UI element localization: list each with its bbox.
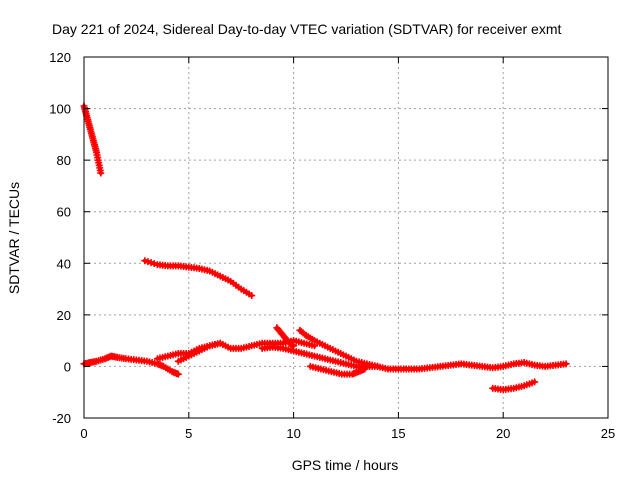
x-axis-label: GPS time / hours: [292, 457, 399, 473]
data-point-marker: [216, 339, 224, 347]
y-tick-label: 20: [57, 308, 71, 323]
series-arc-11: [489, 378, 539, 394]
data-point-marker: [290, 342, 298, 350]
y-tick-label: 40: [57, 256, 71, 271]
data-points: [80, 102, 570, 394]
y-tick-label: 0: [64, 359, 71, 374]
data-point-marker: [141, 257, 149, 265]
series-arc-1: [80, 102, 105, 177]
plot-frame: [83, 56, 609, 419]
y-tick-label: 60: [57, 205, 71, 220]
y-axis-label: SDTVAR / TECUs: [6, 182, 22, 294]
data-point-marker: [147, 259, 155, 267]
series-arc-5: [174, 339, 224, 365]
axis-ticks: 0 5 10 15 20 25 -20 0 20 40 60 80 100 120: [49, 50, 615, 441]
series-arc-2: [141, 257, 256, 300]
x-tick-label: 25: [601, 426, 615, 441]
series-arc-3: [80, 352, 182, 378]
data-point-marker: [361, 365, 369, 373]
x-tick-label: 10: [286, 426, 300, 441]
y-tick-label: 80: [57, 153, 71, 168]
data-point-marker: [562, 360, 570, 368]
data-point-marker: [531, 378, 539, 386]
x-tick-label: 20: [496, 426, 510, 441]
x-tick-label: 5: [185, 426, 192, 441]
chart-title: Day 221 of 2024, Sidereal Day-to-day VTE…: [52, 21, 561, 37]
series-arc-7: [273, 324, 298, 350]
data-point-marker: [97, 169, 105, 177]
x-tick-label: 15: [391, 426, 405, 441]
series-arc-9: [306, 362, 369, 378]
x-tick-label: 0: [80, 426, 87, 441]
data-point-marker: [174, 370, 182, 378]
y-tick-label: 100: [49, 102, 71, 117]
data-point-marker: [150, 260, 158, 268]
y-tick-label: -20: [52, 411, 71, 426]
data-point-marker: [144, 258, 152, 266]
series-arc-10: [373, 359, 570, 373]
y-tick-label: 120: [49, 50, 71, 65]
data-point-marker: [248, 292, 256, 300]
series-arc-8: [296, 326, 381, 370]
